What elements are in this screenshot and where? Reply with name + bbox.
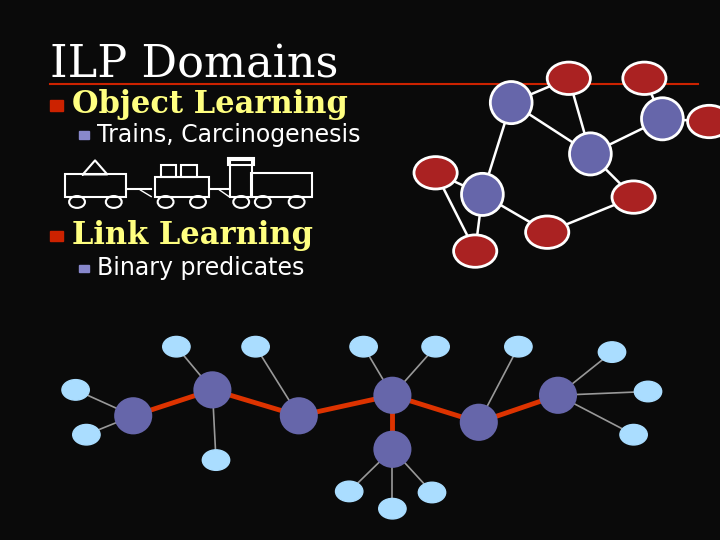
Circle shape <box>688 105 720 138</box>
Circle shape <box>422 336 449 357</box>
Circle shape <box>202 450 230 470</box>
Circle shape <box>620 424 647 445</box>
Bar <box>155 177 209 197</box>
Ellipse shape <box>462 173 503 215</box>
Bar <box>50 100 63 111</box>
Bar <box>228 158 254 165</box>
Text: Object Learning: Object Learning <box>72 89 348 120</box>
Ellipse shape <box>461 405 497 440</box>
Circle shape <box>336 481 363 502</box>
Ellipse shape <box>540 378 576 413</box>
Circle shape <box>62 380 89 400</box>
Circle shape <box>350 336 377 357</box>
Bar <box>50 231 63 241</box>
Bar <box>79 265 89 272</box>
Ellipse shape <box>490 82 532 124</box>
Bar <box>181 165 197 177</box>
Ellipse shape <box>374 378 410 413</box>
Bar <box>230 160 252 197</box>
Circle shape <box>379 498 406 519</box>
Bar <box>251 173 312 197</box>
Circle shape <box>454 235 497 267</box>
Text: Link Learning: Link Learning <box>72 220 313 252</box>
Bar <box>79 131 89 139</box>
Circle shape <box>598 342 626 362</box>
Ellipse shape <box>570 133 611 175</box>
Circle shape <box>547 62 590 94</box>
Text: ILP Domains: ILP Domains <box>50 43 339 86</box>
Circle shape <box>612 181 655 213</box>
Circle shape <box>418 482 446 503</box>
Circle shape <box>505 336 532 357</box>
Bar <box>65 174 126 197</box>
Ellipse shape <box>115 399 151 433</box>
Ellipse shape <box>281 399 317 433</box>
Circle shape <box>623 62 666 94</box>
Circle shape <box>526 216 569 248</box>
Circle shape <box>73 424 100 445</box>
Ellipse shape <box>642 98 683 140</box>
Ellipse shape <box>374 432 410 467</box>
Circle shape <box>634 381 662 402</box>
Ellipse shape <box>194 373 230 407</box>
Bar <box>161 165 176 177</box>
Text: Trains, Carcinogenesis: Trains, Carcinogenesis <box>97 123 361 147</box>
Text: Binary predicates: Binary predicates <box>97 256 305 280</box>
Circle shape <box>414 157 457 189</box>
Circle shape <box>163 336 190 357</box>
Circle shape <box>242 336 269 357</box>
